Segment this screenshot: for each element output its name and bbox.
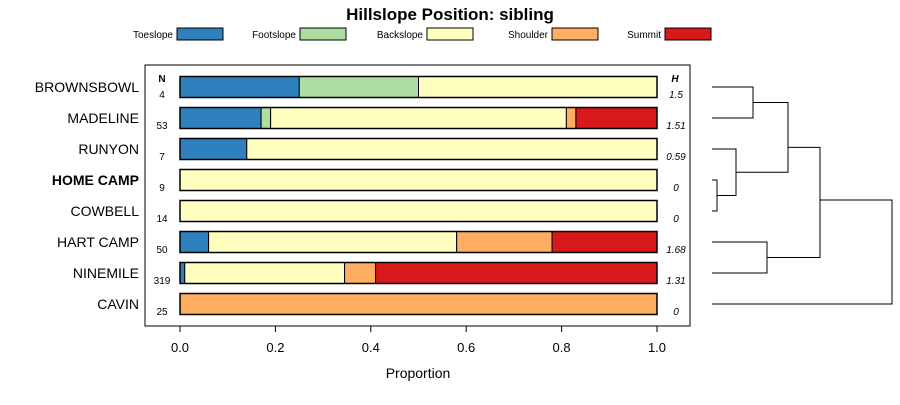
bar-segment-summit — [551, 231, 658, 253]
n-value: 9 — [159, 183, 165, 194]
h-value: 1.51 — [666, 121, 685, 132]
dendrogram-branch — [712, 241, 768, 274]
bar-segment-backslope — [246, 138, 658, 160]
bar-row-home-camp: HOME CAMP 9 0 — [52, 168, 679, 194]
bar-segment-toeslope — [179, 107, 262, 129]
bar-row-ninemile: NINEMILE 319 1.31 — [73, 261, 686, 287]
dendrogram — [712, 86, 893, 305]
plot-frame — [144, 64, 691, 327]
dendrogram-branch — [712, 148, 737, 196]
bar-segment-footslope — [260, 107, 272, 129]
legend-label: Footslope — [252, 30, 296, 41]
bar-outline — [179, 106, 658, 130]
category-label: HART CAMP — [57, 234, 139, 250]
category-label: RUNYON — [78, 141, 139, 157]
dendrogram-branch — [712, 86, 754, 119]
n-value: 14 — [156, 214, 168, 225]
dendrogram-branch — [736, 102, 789, 173]
bar-segment-shoulder — [179, 293, 658, 315]
bar-row-runyon: RUNYON 7 0.59 — [78, 137, 686, 163]
category-label: MADELINE — [67, 110, 139, 126]
legend-swatch — [176, 27, 224, 41]
bar-segment-backslope — [179, 169, 658, 191]
n-value: 7 — [159, 152, 165, 163]
bar-segment-summit — [375, 262, 658, 284]
bar-segment-shoulder — [456, 231, 553, 253]
n-value: 319 — [154, 276, 171, 287]
bar-segment-backslope — [184, 262, 346, 284]
category-label: BROWNSBOWL — [35, 79, 139, 95]
legend-label: Toeslope — [133, 30, 173, 41]
x-tick-label: 0.4 — [362, 340, 380, 355]
bar-row-cowbell: COWBELL 14 0 — [71, 199, 679, 225]
legend-label: Shoulder — [508, 30, 549, 41]
bar-segment-backslope — [179, 200, 658, 222]
category-label: CAVIN — [97, 296, 139, 312]
bar-row-brownsbowl: BROWNSBOWL 4 1.5 — [35, 75, 683, 101]
legend-swatch — [299, 27, 347, 41]
legend-swatch — [664, 27, 712, 41]
bar-outline — [179, 75, 658, 99]
bar-segment-backslope — [418, 76, 658, 98]
bar-rows: BROWNSBOWL 4 1.5 MADELINE 53 1.51 RUNYON 7 0.59 H… — [35, 75, 686, 318]
h-value: 1.31 — [666, 276, 685, 287]
n-value: 4 — [159, 90, 165, 101]
bar-segment-footslope — [298, 76, 419, 98]
bar-outline — [179, 137, 658, 161]
h-value: 0 — [673, 183, 679, 194]
category-label: NINEMILE — [73, 265, 139, 281]
h-value: 0 — [673, 214, 679, 225]
bar-row-hart-camp: HART CAMP 50 1.68 — [57, 230, 686, 256]
bar-row-cavin: CAVIN 25 0 — [97, 292, 679, 318]
bar-outline — [179, 168, 658, 192]
bar-segment-summit — [575, 107, 658, 129]
h-value: 0.59 — [666, 152, 686, 163]
x-axis-label: Proportion — [386, 365, 451, 381]
bar-segment-toeslope — [179, 138, 248, 160]
bar-segment-toeslope — [179, 231, 210, 253]
dendrogram-branch — [712, 179, 718, 212]
bar-segment-backslope — [270, 107, 567, 129]
legend-label: Backslope — [377, 30, 424, 41]
n-value: 53 — [156, 121, 168, 132]
h-value: 1.68 — [666, 245, 686, 256]
x-tick-label: 0.6 — [457, 340, 475, 355]
n-value: 50 — [156, 245, 168, 256]
x-axis: 0.0 0.2 0.4 0.6 0.8 1.0 — [171, 326, 666, 355]
x-tick-label: 0.8 — [553, 340, 571, 355]
dendrogram-branch — [712, 199, 893, 305]
legend-label: Summit — [627, 30, 661, 41]
h-value: 1.5 — [669, 90, 683, 101]
legend: Toeslope Footslope Backslope Shoulder Summit — [133, 27, 712, 41]
legend-swatch — [551, 27, 599, 41]
bar-row-madeline: MADELINE 53 1.51 — [67, 106, 686, 132]
n-column-header: N — [158, 74, 165, 85]
x-tick-label: 0.2 — [266, 340, 284, 355]
category-label: COWBELL — [71, 203, 140, 219]
bar-segment-backslope — [208, 231, 458, 253]
category-label: HOME CAMP — [52, 172, 139, 188]
legend-swatch — [426, 27, 474, 41]
bar-segment-shoulder — [344, 262, 377, 284]
n-value: 25 — [156, 307, 168, 318]
x-tick-label: 0.0 — [171, 340, 189, 355]
bar-segment-shoulder — [565, 107, 577, 129]
h-value: 0 — [673, 307, 679, 318]
dendrogram-branch — [767, 146, 821, 258]
chart-title: Hillslope Position: sibling — [346, 5, 554, 24]
bar-outline — [179, 292, 658, 316]
bar-outline — [179, 261, 658, 285]
x-tick-label: 1.0 — [648, 340, 666, 355]
bar-segment-toeslope — [179, 76, 300, 98]
bar-outline — [179, 230, 658, 254]
h-column-header: H — [671, 74, 679, 85]
bar-outline — [179, 199, 658, 223]
